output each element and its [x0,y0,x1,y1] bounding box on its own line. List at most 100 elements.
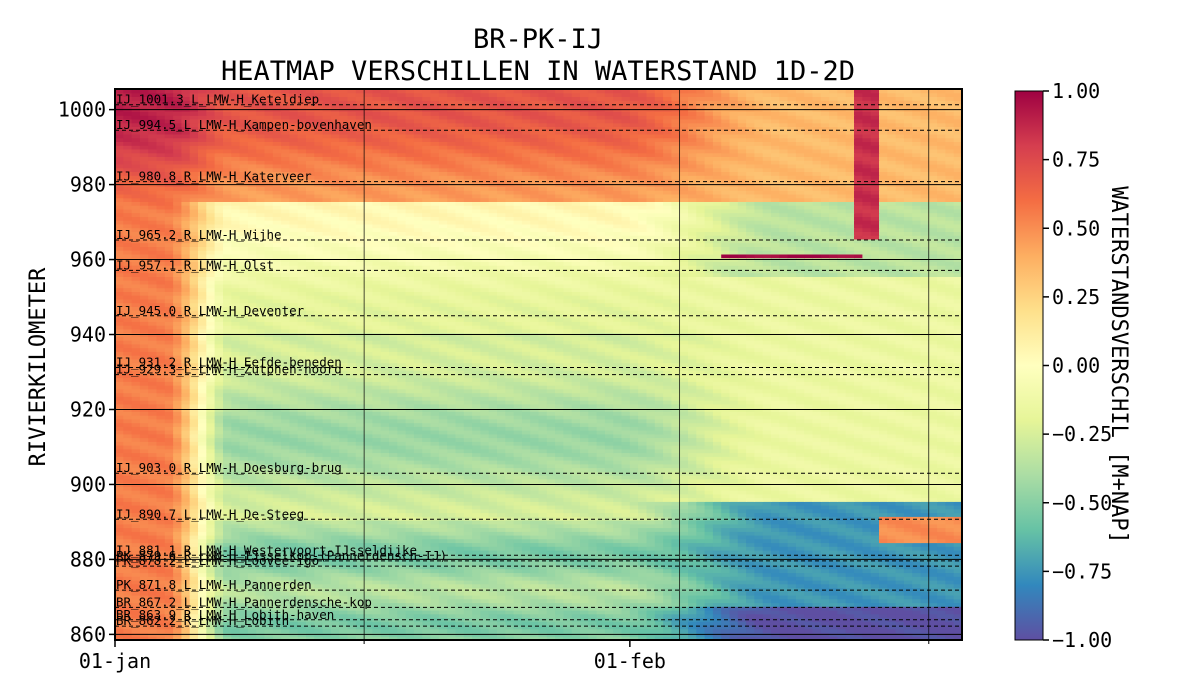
heatmap-cell [945,565,955,570]
heatmap-cell [945,580,955,585]
heatmap-cell [953,625,962,630]
heatmap-cell [538,512,548,517]
heatmap-cell [538,535,548,540]
heatmap-cell [555,508,564,514]
heatmap-cell [879,561,888,566]
heatmap-cell [638,490,647,495]
heatmap-cell [804,598,814,604]
heatmap-cell [497,576,506,581]
heatmap-cell [953,460,962,465]
heatmap-cell [845,553,855,559]
heatmap-cell [148,508,158,514]
heatmap-cell [189,516,199,521]
heatmap-cell [555,493,564,499]
heatmap-cell [721,478,731,484]
heatmap-cell [538,493,548,499]
heatmap-cell [937,550,946,555]
heatmap-cell [937,538,946,544]
heatmap-cell [787,546,797,551]
heatmap-cell [272,565,282,570]
heatmap-cell [580,456,589,461]
heatmap-cell [945,527,955,532]
heatmap-cell [771,553,780,559]
heatmap-cell [156,493,166,499]
heatmap-cell [364,456,373,461]
heatmap-cell [829,497,838,502]
heatmap-cell [123,497,133,502]
heatmap-cell [704,501,714,506]
heatmap-cell [380,471,390,476]
heatmap-cell [389,478,398,484]
heatmap-cell [538,486,548,491]
heatmap-cell [115,508,124,514]
heatmap-cell [123,531,133,536]
heatmap-cell [380,490,390,495]
heatmap-cell [148,531,158,536]
heatmap-cell [488,535,498,540]
heatmap-cell [438,583,448,589]
heatmap-cell [472,625,481,630]
heatmap-cell [787,621,797,626]
heatmap-cell [247,527,257,532]
heatmap-cell [306,531,315,536]
heatmap-cell [854,550,863,555]
heatmap-cell [688,628,697,634]
heatmap-cell [571,501,581,506]
heatmap-cell [671,606,681,611]
heatmap-cell [214,501,224,506]
heatmap-cell [580,497,589,502]
heatmap-cell [306,527,315,532]
heatmap-cell [688,535,697,540]
heatmap-cell [854,486,863,491]
heatmap-cell [837,501,847,506]
heatmap-cell [571,486,581,491]
heatmap-cell [521,460,531,465]
heatmap-cell [654,475,664,480]
heatmap-cell [123,550,133,555]
heatmap-cell [879,572,888,577]
heatmap-cell [181,505,191,510]
heatmap-cell [953,505,962,510]
heatmap-cell [364,553,373,559]
heatmap-cell [480,467,490,472]
heatmap-cell [621,598,631,604]
heatmap-cell [704,493,714,499]
heatmap-cell [663,538,672,544]
heatmap-cell [580,463,589,469]
heatmap-cell [181,490,191,495]
heatmap-cell [239,606,249,611]
heatmap-cell [272,516,282,521]
heatmap-cell [131,553,141,559]
heatmap-cell [563,508,573,514]
heatmap-cell [480,568,490,574]
heatmap-cell [546,475,556,480]
heatmap-cell [380,538,390,544]
heatmap-cell [189,501,199,506]
heatmap-cell [198,501,207,506]
heatmap-cell [629,467,639,472]
heatmap-cell [679,490,689,495]
heatmap-cell [223,520,232,525]
heatmap-cell [563,625,573,630]
heatmap-cell [173,531,182,536]
heatmap-cell [903,591,913,596]
heatmap-cell [289,535,299,540]
heatmap-cell [430,471,440,476]
heatmap-cell [546,550,556,555]
heatmap-cell [604,508,614,514]
heatmap-cell [521,531,531,536]
heatmap-cell [438,606,448,611]
heatmap-cell [314,628,324,634]
heatmap-cell [355,505,365,510]
heatmap-cell [139,490,149,495]
heatmap-cell [206,568,216,574]
heatmap-cell [787,565,797,570]
heatmap-cell [646,580,656,585]
heatmap-cell [505,505,515,510]
heatmap-cell [729,520,739,525]
heatmap-cell [688,580,697,585]
heatmap-cell [895,523,905,529]
heatmap-cell [380,535,390,540]
heatmap-cell [455,625,465,630]
heatmap-cell [945,520,955,525]
